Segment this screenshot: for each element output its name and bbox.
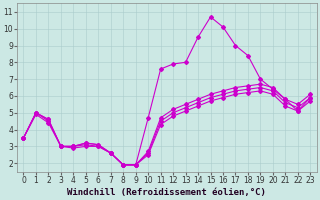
X-axis label: Windchill (Refroidissement éolien,°C): Windchill (Refroidissement éolien,°C) (68, 188, 266, 197)
